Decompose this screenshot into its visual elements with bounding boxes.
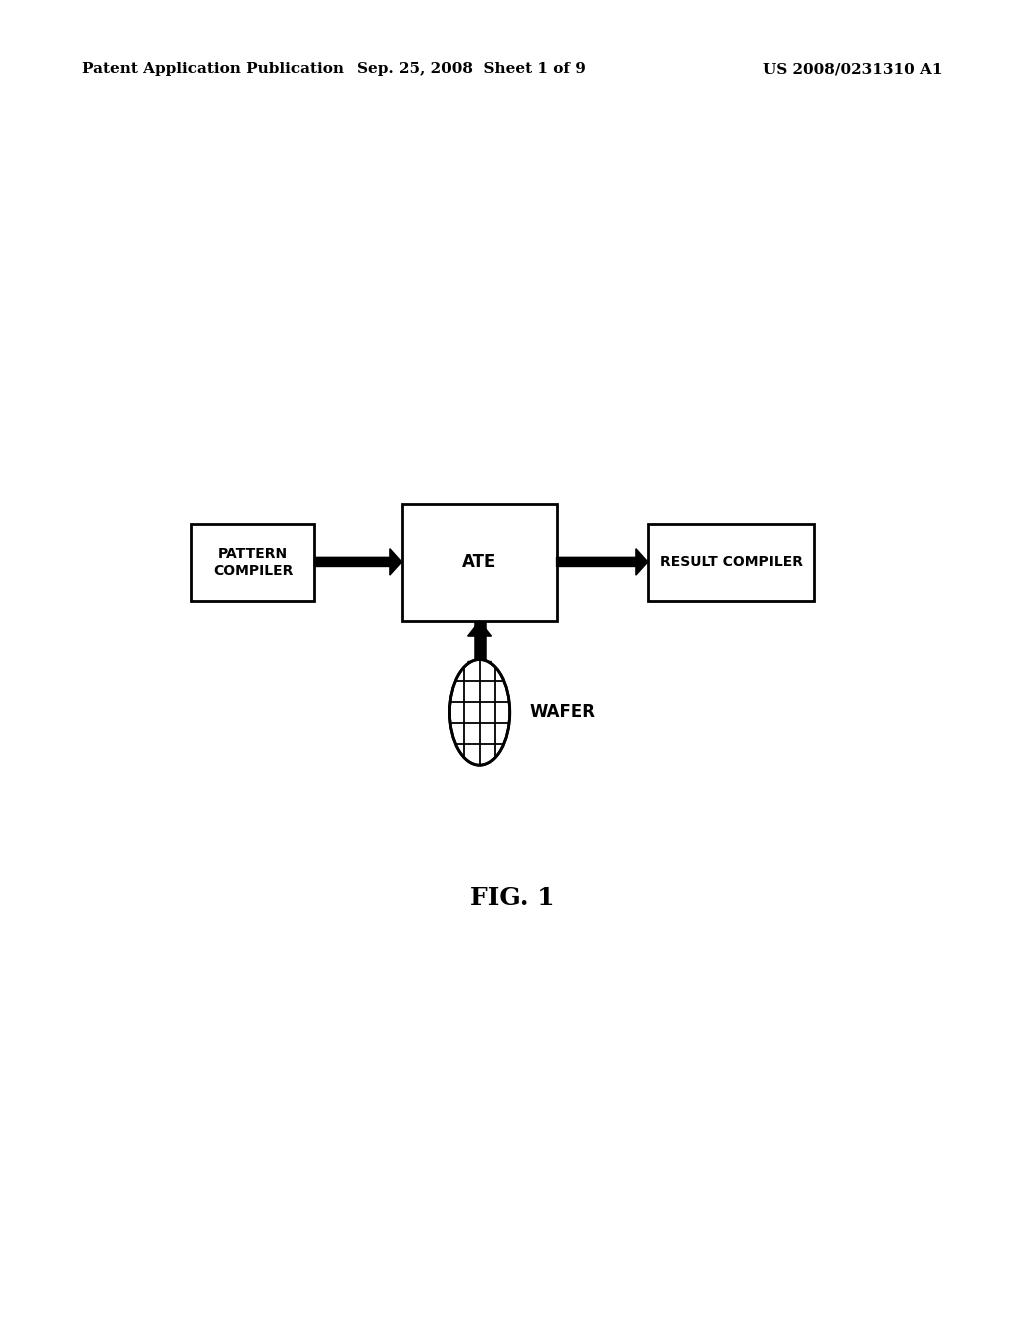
Text: FIG. 1: FIG. 1 — [470, 886, 554, 909]
Text: RESULT COMPILER: RESULT COMPILER — [659, 556, 803, 569]
Bar — [191, 524, 314, 601]
Text: US 2008/0231310 A1: US 2008/0231310 A1 — [763, 62, 942, 77]
Ellipse shape — [450, 660, 510, 766]
Bar — [401, 504, 557, 620]
Text: ATE: ATE — [462, 553, 497, 572]
Bar — [648, 524, 814, 601]
Text: Sep. 25, 2008  Sheet 1 of 9: Sep. 25, 2008 Sheet 1 of 9 — [356, 62, 586, 77]
FancyArrow shape — [468, 636, 492, 677]
Text: Patent Application Publication: Patent Application Publication — [82, 62, 344, 77]
FancyArrow shape — [314, 549, 401, 576]
FancyArrow shape — [468, 620, 492, 661]
Text: WAFER: WAFER — [529, 704, 596, 721]
FancyArrow shape — [557, 549, 648, 576]
Text: PATTERN
COMPILER: PATTERN COMPILER — [213, 548, 293, 578]
